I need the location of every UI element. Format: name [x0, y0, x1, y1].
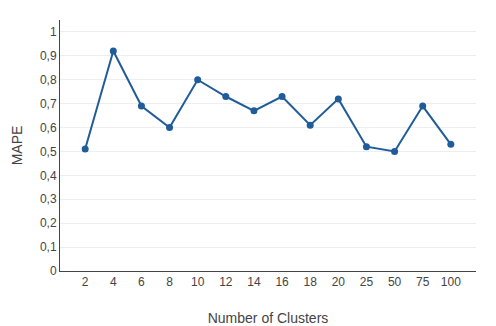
svg-text:0,7: 0,7: [40, 97, 57, 111]
svg-text:20: 20: [332, 275, 346, 289]
svg-text:1: 1: [50, 25, 57, 39]
svg-text:18: 18: [304, 275, 318, 289]
svg-text:12: 12: [219, 275, 233, 289]
svg-text:Number of Clusters: Number of Clusters: [208, 310, 329, 326]
svg-text:0,1: 0,1: [40, 240, 57, 254]
svg-text:10: 10: [191, 275, 205, 289]
svg-text:8: 8: [166, 275, 173, 289]
svg-text:6: 6: [138, 275, 145, 289]
svg-text:0: 0: [50, 264, 57, 278]
svg-text:0,6: 0,6: [40, 121, 57, 135]
svg-text:0,9: 0,9: [40, 49, 57, 63]
svg-text:4: 4: [110, 275, 117, 289]
svg-text:0,5: 0,5: [40, 145, 57, 159]
svg-text:25: 25: [360, 275, 374, 289]
svg-text:0,8: 0,8: [40, 73, 57, 87]
svg-text:2: 2: [82, 275, 89, 289]
svg-text:0,3: 0,3: [40, 192, 57, 206]
svg-text:75: 75: [416, 275, 430, 289]
svg-text:50: 50: [388, 275, 402, 289]
svg-text:16: 16: [275, 275, 289, 289]
svg-text:MAPE: MAPE: [9, 126, 25, 166]
svg-text:14: 14: [247, 275, 261, 289]
svg-text:0,4: 0,4: [40, 169, 57, 183]
svg-text:0,2: 0,2: [40, 216, 57, 230]
svg-text:100: 100: [441, 275, 461, 289]
